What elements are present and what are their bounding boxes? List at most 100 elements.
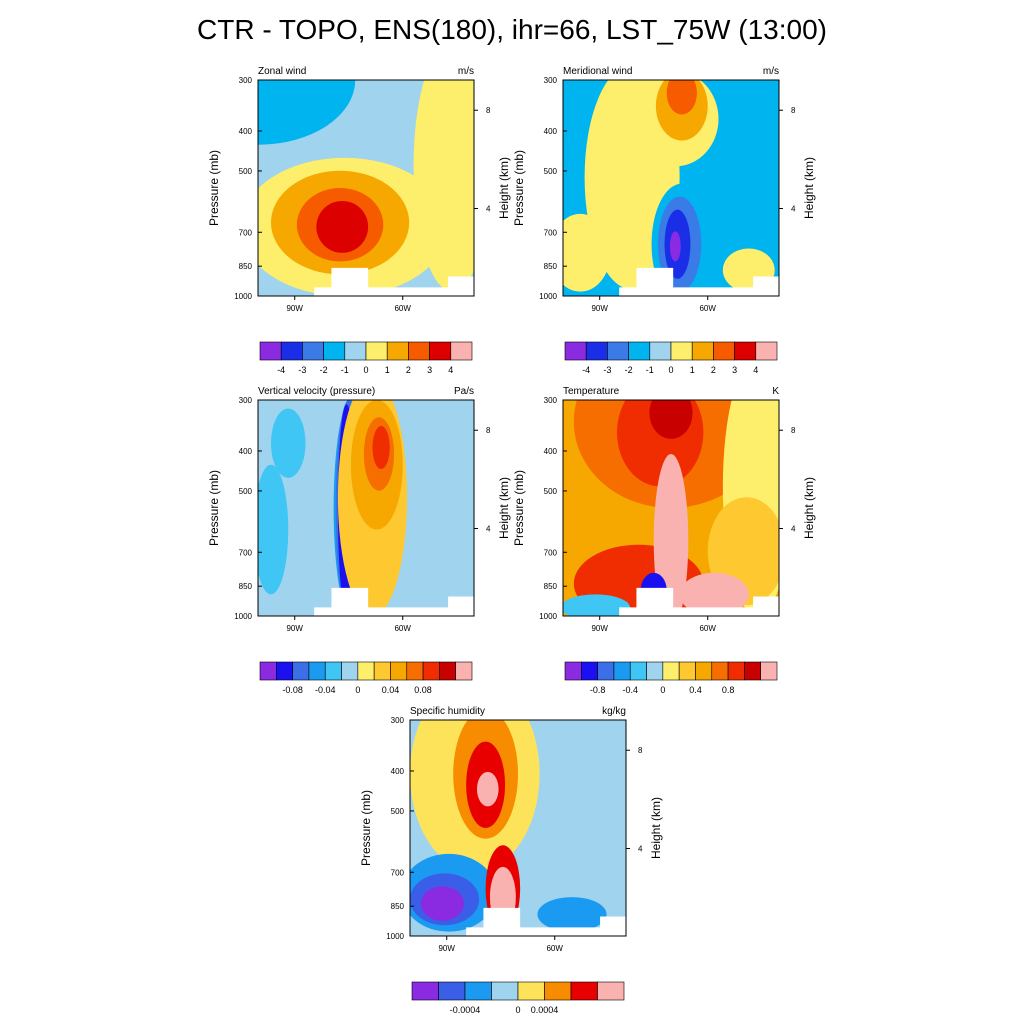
x-tick-label: 60W	[394, 624, 411, 633]
colorbar-label: -0.4	[622, 685, 638, 695]
panel-title: Temperature	[563, 386, 620, 397]
colorbar-label: -3	[298, 365, 306, 375]
x-tick-label: 90W	[286, 304, 303, 313]
colorbar-swatch	[585, 341, 608, 361]
colorbar-swatch	[324, 661, 342, 681]
y-right-tick-label: 8	[791, 426, 796, 435]
colorbar-label: 0	[355, 685, 360, 695]
panel-units: Pa/s	[454, 386, 474, 397]
y-tick-label: 850	[239, 582, 253, 591]
colorbar-swatch	[517, 981, 545, 1001]
y-right-tick-label: 4	[486, 525, 491, 534]
colorbar-label: 1	[385, 365, 390, 375]
colorbar-label: 3	[732, 365, 737, 375]
contour-region-7	[420, 886, 464, 921]
colorbar-swatch	[276, 661, 293, 681]
colorbar-swatch	[695, 661, 713, 681]
colorbar-label: -0.08	[282, 685, 303, 695]
terrain-mask	[619, 587, 779, 616]
colorbar-label: -1	[646, 365, 654, 375]
panel-title: Vertical velocity (pressure)	[258, 386, 375, 397]
colorbar-swatch	[564, 341, 587, 361]
colorbar-swatch	[570, 981, 598, 1001]
colorbar-label: 2	[406, 365, 411, 375]
colorbar-swatch	[259, 341, 282, 361]
y-tick-label: 500	[544, 167, 558, 176]
colorbar-swatch	[344, 341, 367, 361]
colorbar-swatch	[373, 661, 391, 681]
y-axis-label: Pressure (mb)	[512, 150, 526, 226]
colorbar-swatch	[491, 981, 519, 1001]
y-tick-label: 850	[544, 582, 558, 591]
colorbar: -0.8 -0.4 0 0.4 0.8	[564, 661, 778, 695]
y-tick-label: 300	[239, 396, 253, 405]
x-tick-label: 60W	[546, 944, 563, 953]
terrain-mask	[466, 907, 626, 936]
colorbar-swatch	[464, 981, 492, 1001]
terrain-mask	[314, 267, 474, 296]
colorbar-swatch	[597, 981, 625, 1001]
contour-region-1	[258, 464, 289, 595]
colorbar-swatch	[406, 661, 424, 681]
colorbar-label: 0.0004	[531, 1005, 559, 1015]
y-axis-label: Pressure (mb)	[359, 790, 373, 866]
plot-frame	[562, 79, 780, 297]
y-tick-label: 400	[391, 767, 405, 776]
colorbar-swatch	[302, 341, 324, 361]
colorbar-label: 2	[711, 365, 716, 375]
y-tick-label: 500	[391, 807, 405, 816]
colorbar-swatch	[713, 341, 735, 361]
colorbar-swatch	[597, 661, 615, 681]
y-right-tick-label: 8	[486, 426, 491, 435]
colorbar-swatch	[280, 341, 303, 361]
y-tick-label: 300	[391, 716, 405, 725]
colorbar-label: -2	[625, 365, 633, 375]
colorbar-swatch	[450, 341, 473, 361]
colorbar-swatch	[438, 981, 466, 1001]
y-right-tick-label: 8	[791, 106, 796, 115]
colorbar-swatch	[429, 341, 452, 361]
y-tick-label: 850	[391, 902, 405, 911]
panel-4: Temperature K 300 400 500 700 850 1000 8 4 90W 60W P…	[512, 386, 816, 695]
colorbar-label: -0.8	[590, 685, 606, 695]
y-tick-label: 300	[544, 396, 558, 405]
contour-region-2	[270, 408, 306, 478]
contour-field	[410, 720, 626, 936]
y-tick-label: 700	[391, 868, 405, 877]
colorbar-swatch	[408, 341, 430, 361]
y-tick-label: 1000	[386, 932, 404, 941]
colorbar: -4 -3 -2 -1 0 1 2 3 4	[259, 341, 473, 375]
colorbar-swatch	[357, 661, 375, 681]
y-tick-label: 1000	[234, 612, 252, 621]
y-tick-label: 400	[239, 127, 253, 136]
colorbar-swatch	[564, 661, 582, 681]
colorbar: -0.0004 0 0.0004	[411, 981, 625, 1015]
colorbar-label: 0.08	[414, 685, 432, 695]
contour-field	[258, 400, 474, 616]
y-tick-label: 300	[239, 76, 253, 85]
colorbar-swatch	[308, 661, 326, 681]
x-tick-label: 60W	[699, 624, 716, 633]
contour-region-7	[653, 454, 689, 616]
panel-1: Zonal wind m/s 300 400 500 700 850 1000 8 4 90W 60W…	[207, 66, 511, 375]
colorbar-swatch	[411, 981, 439, 1001]
contour-region-9	[372, 425, 390, 470]
colorbar-label: 0	[515, 1005, 520, 1015]
y-tick-label: 500	[544, 487, 558, 496]
panel-units: K	[772, 386, 779, 397]
colorbar-swatch	[613, 661, 631, 681]
colorbar-swatch	[711, 661, 729, 681]
x-tick-label: 90W	[286, 624, 303, 633]
colorbar-swatch	[649, 341, 672, 361]
contour-region-3	[649, 400, 693, 439]
y-right-axis-label: Height (km)	[802, 157, 816, 219]
y-tick-label: 1000	[539, 292, 557, 301]
y-tick-label: 500	[239, 487, 253, 496]
y-axis-label: Pressure (mb)	[207, 470, 221, 546]
contour-region-8	[679, 572, 749, 616]
colorbar-swatch	[744, 661, 761, 681]
colorbar-swatch	[646, 661, 664, 681]
contour-region-9	[563, 594, 630, 616]
terrain-mask	[314, 587, 474, 616]
x-tick-label: 60W	[699, 304, 716, 313]
